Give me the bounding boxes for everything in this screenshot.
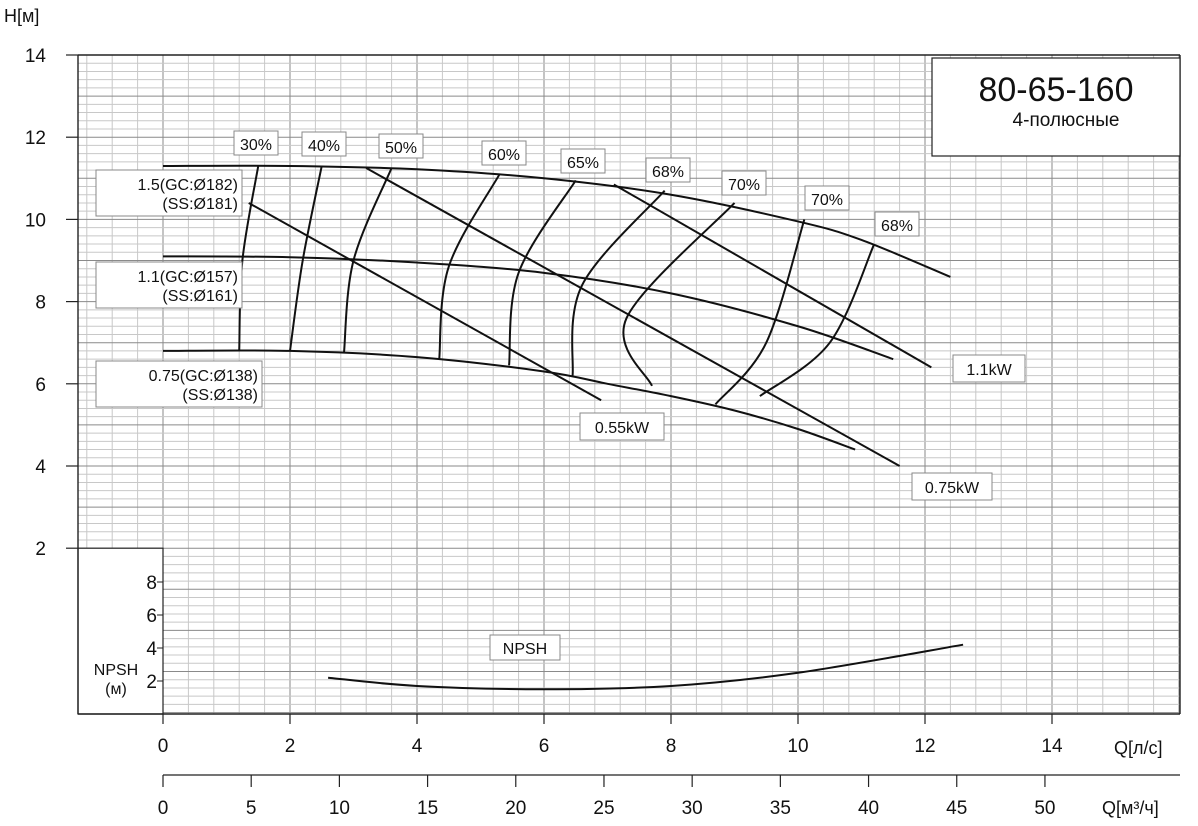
- x-axis-title: Q[л/с]: [1114, 738, 1163, 758]
- x-tick-label: 14: [1041, 736, 1063, 757]
- y-tick-label: 8: [35, 293, 46, 314]
- x2-tick-label: 5: [246, 798, 257, 819]
- efficiency-line: [759, 243, 876, 397]
- x2-tick-label: 35: [770, 798, 791, 819]
- npsh-axis-unit: (м): [105, 681, 127, 698]
- x-tick-label: 4: [412, 736, 423, 757]
- y-tick-label: 4: [35, 457, 46, 478]
- efficiency-label: 50%: [385, 140, 417, 157]
- chart-subtitle: 4-полюсные: [1013, 110, 1120, 131]
- head-curve: [162, 349, 856, 451]
- npsh-curve-label-box: [489, 634, 561, 661]
- x-tick-label: 8: [666, 736, 677, 757]
- x2-tick-label: 15: [417, 798, 438, 819]
- npsh-curve: [328, 643, 964, 691]
- efficiency-label-box: [481, 140, 527, 166]
- efficiency-line: [238, 165, 260, 351]
- power-label-box: [911, 472, 993, 501]
- npsh-tick-label: 8: [146, 573, 157, 594]
- title-box: [931, 57, 1181, 157]
- x2-tick-label: 10: [329, 798, 350, 819]
- head-curve-label-box: [95, 261, 243, 309]
- head-curve-label-box: [95, 169, 243, 217]
- head-curve-label-text: 1.5(GC:Ø182): [138, 177, 238, 194]
- efficiency-label: 70%: [728, 177, 760, 194]
- x-tick-label: 0: [158, 736, 169, 757]
- power-label-text: 0.55kW: [595, 420, 650, 437]
- grid: [78, 54, 1180, 714]
- x2-tick-label: 30: [682, 798, 703, 819]
- efficiency-label-box: [233, 130, 279, 156]
- head-curve-label-text: (SS:Ø161): [162, 288, 238, 305]
- ticks: 2 4 6 8 10 12 14 2 4 6 8 0 2 4 6 8 10 12 14 0 5 10 15 20 25 30 35 4…: [25, 46, 1180, 819]
- power-label-text: 0.75kW: [925, 480, 980, 497]
- curves: [162, 164, 964, 691]
- npsh-tick-label: 2: [146, 672, 157, 693]
- efficiency-line: [508, 179, 577, 366]
- efficiency-label: 40%: [308, 138, 340, 155]
- efficiency-label: 70%: [811, 192, 843, 209]
- power-label-box: [579, 412, 665, 441]
- head-curve-label-text: 1.1(GC:Ø157): [138, 269, 238, 286]
- efficiency-label-box: [645, 157, 691, 183]
- efficiency-line: [571, 189, 666, 376]
- efficiency-label-box: [804, 185, 850, 211]
- x-tick-label: 2: [285, 736, 296, 757]
- x2-tick-label: 40: [858, 798, 879, 819]
- efficiency-label: 60%: [488, 147, 520, 164]
- head-curve-label-text: 0.75(GC:Ø138): [149, 368, 258, 385]
- efficiency-label-box: [378, 133, 424, 159]
- head-curve: [162, 164, 951, 278]
- efficiency-label-box: [560, 148, 606, 174]
- x2-tick-label: 25: [593, 798, 614, 819]
- efficiency-line: [342, 167, 393, 354]
- efficiency-label: 68%: [652, 164, 684, 181]
- power-label-text: 1.1kW: [966, 362, 1012, 379]
- chart-title: 80-65-160: [978, 71, 1133, 109]
- head-curve: [162, 255, 894, 361]
- x2-tick-label: 20: [505, 798, 526, 819]
- efficiency-label: 65%: [567, 155, 599, 172]
- x-tick-label: 6: [539, 736, 550, 757]
- npsh-tick-label: 6: [146, 606, 157, 627]
- x-tick-label: 10: [787, 736, 808, 757]
- x2-tick-label: 45: [946, 798, 967, 819]
- y-tick-label: 6: [35, 375, 46, 396]
- y-tick-label: 14: [25, 46, 47, 67]
- npsh-tick-label: 4: [146, 639, 157, 660]
- head-curve-label-text: (SS:Ø138): [182, 387, 258, 404]
- y-tick-label: 12: [25, 128, 46, 149]
- head-curve-label-text: (SS:Ø181): [162, 196, 238, 213]
- efficiency-label: 30%: [240, 137, 272, 154]
- efficiency-line: [622, 202, 736, 387]
- labels: 1.5(GC:Ø182) (SS:Ø181) 1.1(GC:Ø157) (SS:Ø16…: [95, 130, 1026, 661]
- efficiency-label-box: [721, 170, 767, 196]
- npsh-axis-title: NPSH: [94, 662, 138, 679]
- y-tick-label: 2: [35, 539, 46, 560]
- x2-tick-label: 0: [158, 798, 169, 819]
- power-label-box: [952, 354, 1026, 383]
- efficiency-label-box: [874, 211, 920, 237]
- chart-frame: [77, 54, 1181, 715]
- y-tick-label: 10: [25, 210, 46, 231]
- power-line: [613, 183, 932, 369]
- npsh-curve-label: NPSH: [503, 641, 547, 658]
- power-line: [365, 167, 901, 467]
- efficiency-label: 68%: [881, 218, 913, 235]
- efficiency-label-box: [301, 131, 347, 157]
- efficiency-line: [438, 173, 501, 360]
- x-tick-label: 12: [914, 736, 935, 757]
- head-curve-label-box: [95, 360, 263, 408]
- y-axis-title: H[м]: [4, 6, 39, 26]
- efficiency-line: [714, 219, 806, 405]
- x2-axis-title: Q[м³/ч]: [1102, 798, 1159, 818]
- efficiency-line: [289, 165, 323, 352]
- x2-tick-label: 50: [1034, 798, 1055, 819]
